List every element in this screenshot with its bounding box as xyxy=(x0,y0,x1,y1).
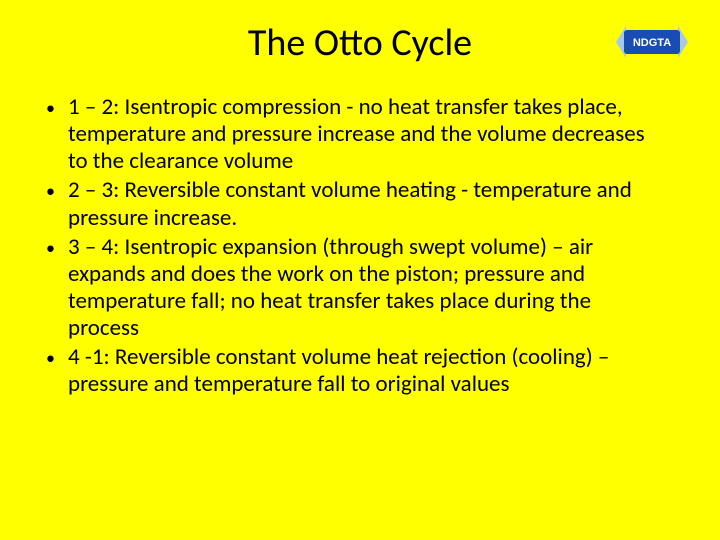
list-item: • 1 – 2: Isentropic compression - no hea… xyxy=(46,94,660,175)
logo-text: NDGTA xyxy=(633,37,671,49)
bullet-marker: • xyxy=(46,94,68,119)
bullet-text: 3 – 4: Isentropic expansion (through swe… xyxy=(68,234,660,343)
bullet-marker: • xyxy=(46,344,68,369)
list-item: • 2 – 3: Reversible constant volume heat… xyxy=(46,177,660,231)
bullet-marker: • xyxy=(46,177,68,202)
list-item: • 3 – 4: Isentropic expansion (through s… xyxy=(46,234,660,343)
slide-title: The Otto Cycle xyxy=(0,0,720,94)
bullet-text: 4 -1: Reversible constant volume heat re… xyxy=(68,344,660,398)
bullet-text: 2 – 3: Reversible constant volume heatin… xyxy=(68,177,660,231)
logo-badge: NDGTA xyxy=(616,18,688,66)
bullet-list: • 1 – 2: Isentropic compression - no hea… xyxy=(0,94,720,398)
bullet-marker: • xyxy=(46,234,68,259)
list-item: • 4 -1: Reversible constant volume heat … xyxy=(46,344,660,398)
bullet-text: 1 – 2: Isentropic compression - no heat … xyxy=(68,94,660,175)
